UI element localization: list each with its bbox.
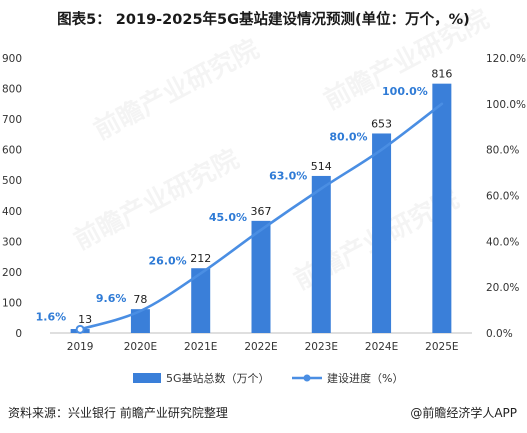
watermark-1: 前瞻产业研究院 — [319, 3, 494, 116]
chart: 前瞻产业研究院前瞻产业研究院前瞻产业研究院前瞻产业研究院010020030040… — [2, 3, 526, 385]
line-value-label: 63.0% — [269, 170, 307, 183]
legend-bar-label: 5G基站总数（万个） — [166, 371, 270, 385]
line-value-label: 80.0% — [329, 131, 367, 144]
legend-line-marker — [303, 374, 311, 382]
y-left-tick-label: 800 — [2, 84, 22, 96]
y-left-tick-label: 200 — [2, 267, 22, 279]
source-note: 资料来源：兴业银行 前瞻产业研究院整理 — [8, 406, 228, 420]
y-right-tick-label: 40.0% — [486, 236, 519, 248]
bar — [311, 175, 331, 333]
bar — [130, 309, 150, 333]
bar-value-label: 653 — [371, 117, 392, 130]
y-left-tick-label: 600 — [2, 145, 22, 157]
bar-value-label: 816 — [431, 68, 452, 81]
x-tick-label: 2023E — [305, 341, 338, 353]
chart-title: 图表5： 2019-2025年5G基站建设情况预测(单位：万个，%) — [57, 12, 470, 28]
bar-value-label: 212 — [190, 252, 211, 265]
x-tick-label: 2022E — [244, 341, 277, 353]
bar-value-label: 514 — [311, 160, 332, 173]
line-value-label: 45.0% — [209, 211, 247, 224]
y-left-tick-label: 0 — [15, 328, 22, 340]
x-tick-label: 2021E — [184, 341, 217, 353]
y-right-tick-label: 100.0% — [486, 99, 526, 111]
bar-value-label: 78 — [133, 293, 147, 306]
x-tick-label: 2020E — [124, 341, 157, 353]
watermark-2: 前瞻产业研究院 — [69, 143, 244, 256]
y-right-tick-label: 60.0% — [486, 191, 519, 203]
progress-line — [78, 102, 444, 331]
bar — [432, 83, 452, 334]
bar — [372, 133, 392, 333]
watermark-0: 前瞻产业研究院 — [89, 33, 264, 146]
bar-value-label: 13 — [78, 313, 92, 326]
x-tick-label: 2025E — [425, 341, 458, 353]
credit-note: @前瞻经济学人APP — [410, 406, 517, 420]
x-tick-label: 2019 — [67, 341, 94, 353]
x-tick-label: 2024E — [365, 341, 398, 353]
line-value-label: 9.6% — [96, 292, 127, 305]
y-right-tick-label: 80.0% — [486, 145, 519, 157]
legend-line-label: 建设进度（%） — [327, 371, 403, 385]
progress-point — [75, 324, 85, 334]
line-value-label: 100.0% — [382, 85, 428, 98]
legend-bar-swatch — [133, 373, 161, 383]
y-right-tick-label: 0.0% — [486, 328, 513, 340]
bar — [191, 268, 211, 333]
y-right-tick-label: 20.0% — [486, 282, 519, 294]
bar — [251, 220, 271, 333]
bar-value-label: 367 — [251, 205, 272, 218]
y-left-tick-label: 900 — [2, 53, 22, 65]
y-right-tick-label: 120.0% — [486, 53, 526, 65]
line-value-label: 26.0% — [149, 254, 187, 267]
footer: 资料来源：兴业银行 前瞻产业研究院整理 @前瞻经济学人APP — [0, 400, 527, 424]
y-left-tick-label: 500 — [2, 175, 22, 187]
y-left-tick-label: 700 — [2, 114, 22, 126]
line-value-label: 1.6% — [36, 310, 67, 323]
y-left-tick-label: 100 — [2, 297, 22, 309]
y-left-tick-label: 300 — [2, 236, 22, 248]
y-left-tick-label: 400 — [2, 206, 22, 218]
